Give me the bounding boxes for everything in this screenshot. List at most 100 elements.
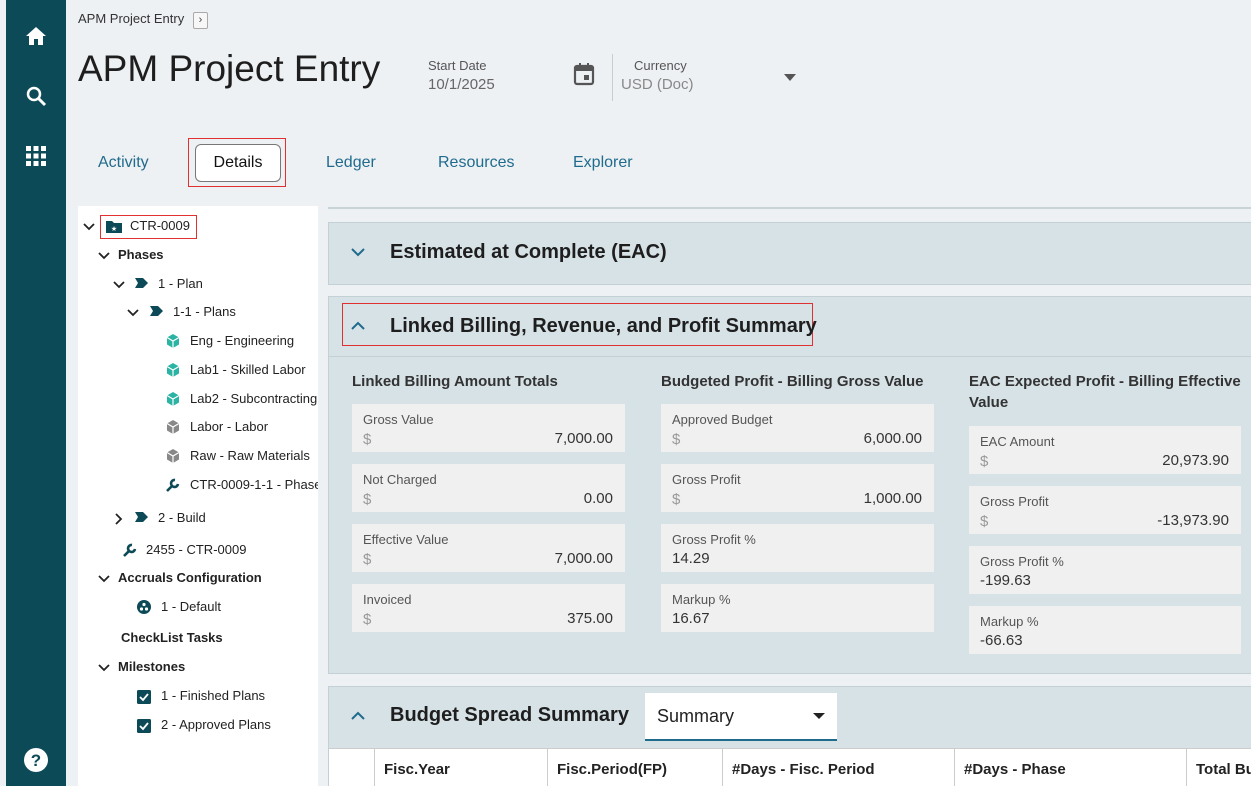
field: Gross Profit $1,000.00 xyxy=(661,464,934,512)
tree-toggle xyxy=(98,249,110,267)
tree-node[interactable]: CheckList Tasks xyxy=(121,630,223,645)
column-divider xyxy=(1186,749,1187,786)
tree-panel: ★ CTR-0009 Phases 1 - Plan 1-1 - Plans Eng - … xyxy=(78,206,318,786)
tree-node[interactable]: 2 - Approved Plans xyxy=(161,717,271,732)
field-label: Gross Profit % xyxy=(672,532,756,547)
sidebar xyxy=(6,0,66,786)
column-divider xyxy=(722,749,723,786)
calendar-icon[interactable] xyxy=(573,62,595,86)
field: Markup % 16.67 xyxy=(661,584,934,632)
expand-icon[interactable] xyxy=(351,247,365,257)
home-icon[interactable] xyxy=(24,24,48,48)
field-label: Gross Profit xyxy=(672,472,741,487)
table-header xyxy=(329,748,1251,786)
tree-node[interactable]: CTR-0009 xyxy=(130,218,190,233)
collapse-icon[interactable] xyxy=(351,711,365,721)
section-title[interactable]: Estimated at Complete (EAC) xyxy=(390,241,667,263)
group-title: Linked Billing Amount Totals xyxy=(352,373,558,390)
field-value: 14.29 xyxy=(672,550,710,567)
tree-node[interactable]: Lab1 - Skilled Labor xyxy=(190,362,306,377)
field: Not Charged $0.00 xyxy=(352,464,625,512)
group-title: Budgeted Profit - Billing Gross Value xyxy=(661,373,924,390)
field: Gross Profit % -199.63 xyxy=(969,546,1241,594)
tree-node[interactable]: Accruals Configuration xyxy=(118,570,262,585)
tree-icon xyxy=(150,305,166,326)
tab-active[interactable]: Details xyxy=(195,144,281,182)
tree-node[interactable]: Lab2 - Subcontracting xyxy=(190,391,318,406)
column-divider xyxy=(954,749,955,786)
tree-toggle xyxy=(127,306,139,324)
highlight-box xyxy=(342,303,813,346)
currency-symbol: $ xyxy=(363,491,372,508)
currency-symbol: $ xyxy=(672,431,681,448)
highlight-box xyxy=(188,138,286,187)
tree-node[interactable]: Labor - Labor xyxy=(190,419,269,434)
tree-node[interactable]: 1-1 - Plans xyxy=(173,304,236,319)
start-date-value[interactable]: 10/1/2025 xyxy=(428,76,495,93)
collapse-icon[interactable] xyxy=(351,321,365,331)
start-date-label: Start Date xyxy=(428,58,487,73)
svg-text:★: ★ xyxy=(111,225,117,233)
tree-node[interactable]: Milestones xyxy=(118,659,186,674)
tree-node[interactable]: 2 - Build xyxy=(158,510,206,525)
search-icon[interactable] xyxy=(24,84,48,108)
tree-node[interactable]: Eng - Engineering xyxy=(190,333,295,348)
field-label: Invoiced xyxy=(363,592,412,607)
tab[interactable]: Resources xyxy=(438,154,515,171)
field-label: Gross Profit % xyxy=(980,554,1064,569)
tree-node[interactable]: Phases xyxy=(118,247,164,262)
section-title[interactable]: Linked Billing, Revenue, and Profit Summ… xyxy=(390,315,817,337)
field: Effective Value $7,000.00 xyxy=(352,524,625,572)
field: EAC Amount $20,973.90 xyxy=(969,426,1241,474)
tree-icon xyxy=(135,511,151,532)
view-select-value[interactable]: Summary xyxy=(657,706,735,726)
column-header: #Days - Fisc. Period xyxy=(732,761,875,778)
field: Gross Profit $ -13,973.90 xyxy=(969,486,1241,534)
help-icon[interactable]: ? xyxy=(23,747,49,773)
tab[interactable]: Ledger xyxy=(326,154,376,171)
field: Approved Budget $6,000.00 xyxy=(661,404,934,452)
tree-icon xyxy=(135,277,151,298)
tree-node[interactable]: 1 - Default xyxy=(161,599,221,614)
view-select[interactable] xyxy=(645,693,837,741)
field-value: 1,000.00 xyxy=(863,490,922,507)
tab[interactable]: Activity xyxy=(98,154,149,171)
breadcrumb-button[interactable]: › xyxy=(193,12,208,29)
field-label: Markup % xyxy=(672,592,731,607)
tree-icon: ★ xyxy=(106,219,122,240)
field-label: EAC Amount xyxy=(980,434,1055,449)
field: Gross Value $7,000.00 xyxy=(352,404,625,452)
tree-node[interactable]: CTR-0009-1-1 - Phase xyxy=(190,477,318,492)
field-value: 7,000.00 xyxy=(554,550,613,567)
dropdown-arrow[interactable] xyxy=(812,712,826,720)
field-value: -66.63 xyxy=(980,632,1023,649)
tree-icon xyxy=(137,718,153,739)
tree-toggle xyxy=(98,572,110,590)
divider xyxy=(612,54,613,101)
tree-node[interactable]: 1 - Plan xyxy=(158,276,203,291)
field-label: Gross Profit xyxy=(980,494,1049,509)
field-label: Markup % xyxy=(980,614,1039,629)
tree-node[interactable]: Raw - Raw Materials xyxy=(190,448,310,463)
field: Invoiced $375.00 xyxy=(352,584,625,632)
currency-symbol: $ xyxy=(980,513,989,530)
dropdown-arrow[interactable] xyxy=(783,73,797,82)
group-title: EAC Expected Profit - Billing Effective … xyxy=(969,373,1241,411)
tree-node[interactable]: 2455 - CTR-0009 xyxy=(146,542,247,557)
currency-symbol: $ xyxy=(363,611,372,628)
currency-symbol: $ xyxy=(980,453,989,470)
eac-section xyxy=(328,222,1251,285)
currency-symbol: $ xyxy=(363,551,372,568)
tree-node[interactable]: 1 - Finished Plans xyxy=(161,688,266,703)
currency-value[interactable]: USD (Doc) xyxy=(621,76,694,93)
tree-toggle xyxy=(113,512,125,530)
breadcrumb[interactable]: APM Project Entry xyxy=(78,11,185,26)
tree-icon xyxy=(166,392,182,413)
currency-label: Currency xyxy=(634,58,687,73)
tab[interactable]: Explorer xyxy=(573,154,633,171)
apps-icon[interactable] xyxy=(25,145,47,167)
section-title[interactable]: Budget Spread Summary xyxy=(390,704,629,726)
column-header: Total Bu xyxy=(1196,761,1251,778)
tree-icon xyxy=(166,420,182,441)
